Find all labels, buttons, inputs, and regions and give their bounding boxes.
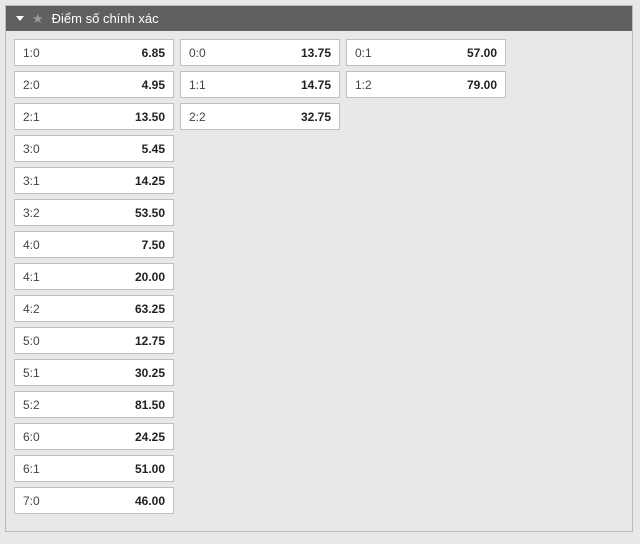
- panel-header[interactable]: ★ Điểm số chính xác: [6, 6, 632, 31]
- odd-value: 4.95: [142, 78, 165, 92]
- odds-cell[interactable]: 7:0 46.00: [14, 487, 174, 514]
- chevron-down-icon: [16, 16, 24, 21]
- score-label: 5:0: [23, 334, 40, 348]
- odds-cell[interactable]: 5:1 30.25: [14, 359, 174, 386]
- odd-value: 81.50: [135, 398, 165, 412]
- odds-cell[interactable]: 4:2 63.25: [14, 295, 174, 322]
- odd-value: 53.50: [135, 206, 165, 220]
- odds-cell[interactable]: 0:1 57.00: [346, 39, 506, 66]
- odds-cell[interactable]: 2:0 4.95: [14, 71, 174, 98]
- odd-value: 14.75: [301, 78, 331, 92]
- odd-value: 30.25: [135, 366, 165, 380]
- odds-cell[interactable]: 4:0 7.50: [14, 231, 174, 258]
- odd-value: 20.00: [135, 270, 165, 284]
- odds-column: 0:0 13.75 1:1 14.75 2:2 32.75: [180, 39, 340, 514]
- odds-column: 0:1 57.00 1:2 79.00: [346, 39, 506, 514]
- score-label: 2:0: [23, 78, 40, 92]
- odds-cell[interactable]: 6:1 51.00: [14, 455, 174, 482]
- score-label: 4:1: [23, 270, 40, 284]
- odds-cell[interactable]: 5:2 81.50: [14, 391, 174, 418]
- score-label: 6:1: [23, 462, 40, 476]
- score-label: 4:0: [23, 238, 40, 252]
- score-label: 5:1: [23, 366, 40, 380]
- odd-value: 13.75: [301, 46, 331, 60]
- odds-cell[interactable]: 2:2 32.75: [180, 103, 340, 130]
- odds-cell[interactable]: 1:1 14.75: [180, 71, 340, 98]
- score-label: 5:2: [23, 398, 40, 412]
- score-label: 1:0: [23, 46, 40, 60]
- odd-value: 51.00: [135, 462, 165, 476]
- odds-cell[interactable]: 1:0 6.85: [14, 39, 174, 66]
- odd-value: 32.75: [301, 110, 331, 124]
- odd-value: 12.75: [135, 334, 165, 348]
- odds-cell[interactable]: 6:0 24.25: [14, 423, 174, 450]
- score-label: 3:1: [23, 174, 40, 188]
- odds-cell[interactable]: 3:1 14.25: [14, 167, 174, 194]
- odds-cell[interactable]: 5:0 12.75: [14, 327, 174, 354]
- odds-cell[interactable]: 1:2 79.00: [346, 71, 506, 98]
- odd-value: 5.45: [142, 142, 165, 156]
- odds-cell[interactable]: 3:2 53.50: [14, 199, 174, 226]
- odds-cell[interactable]: 3:0 5.45: [14, 135, 174, 162]
- odd-value: 7.50: [142, 238, 165, 252]
- odds-cell[interactable]: 4:1 20.00: [14, 263, 174, 290]
- score-label: 6:0: [23, 430, 40, 444]
- odd-value: 46.00: [135, 494, 165, 508]
- correct-score-panel: ★ Điểm số chính xác 1:0 6.85 2:0 4.95 2:1 13.…: [5, 5, 633, 532]
- score-label: 0:0: [189, 46, 206, 60]
- odd-value: 13.50: [135, 110, 165, 124]
- odd-value: 24.25: [135, 430, 165, 444]
- odd-value: 14.25: [135, 174, 165, 188]
- score-label: 2:2: [189, 110, 206, 124]
- score-label: 0:1: [355, 46, 372, 60]
- panel-title: Điểm số chính xác: [52, 11, 159, 26]
- odd-value: 57.00: [467, 46, 497, 60]
- score-label: 4:2: [23, 302, 40, 316]
- score-label: 7:0: [23, 494, 40, 508]
- score-label: 1:1: [189, 78, 206, 92]
- odds-column: 1:0 6.85 2:0 4.95 2:1 13.50 3:0 5.45 3:1 14.25 3:2…: [14, 39, 174, 514]
- odds-cell[interactable]: 2:1 13.50: [14, 103, 174, 130]
- score-label: 1:2: [355, 78, 372, 92]
- odds-cell[interactable]: 0:0 13.75: [180, 39, 340, 66]
- score-label: 2:1: [23, 110, 40, 124]
- star-icon[interactable]: ★: [32, 12, 44, 25]
- odd-value: 79.00: [467, 78, 497, 92]
- score-label: 3:2: [23, 206, 40, 220]
- odds-grid: 1:0 6.85 2:0 4.95 2:1 13.50 3:0 5.45 3:1 14.25 3:2…: [6, 31, 632, 522]
- odd-value: 6.85: [142, 46, 165, 60]
- score-label: 3:0: [23, 142, 40, 156]
- odd-value: 63.25: [135, 302, 165, 316]
